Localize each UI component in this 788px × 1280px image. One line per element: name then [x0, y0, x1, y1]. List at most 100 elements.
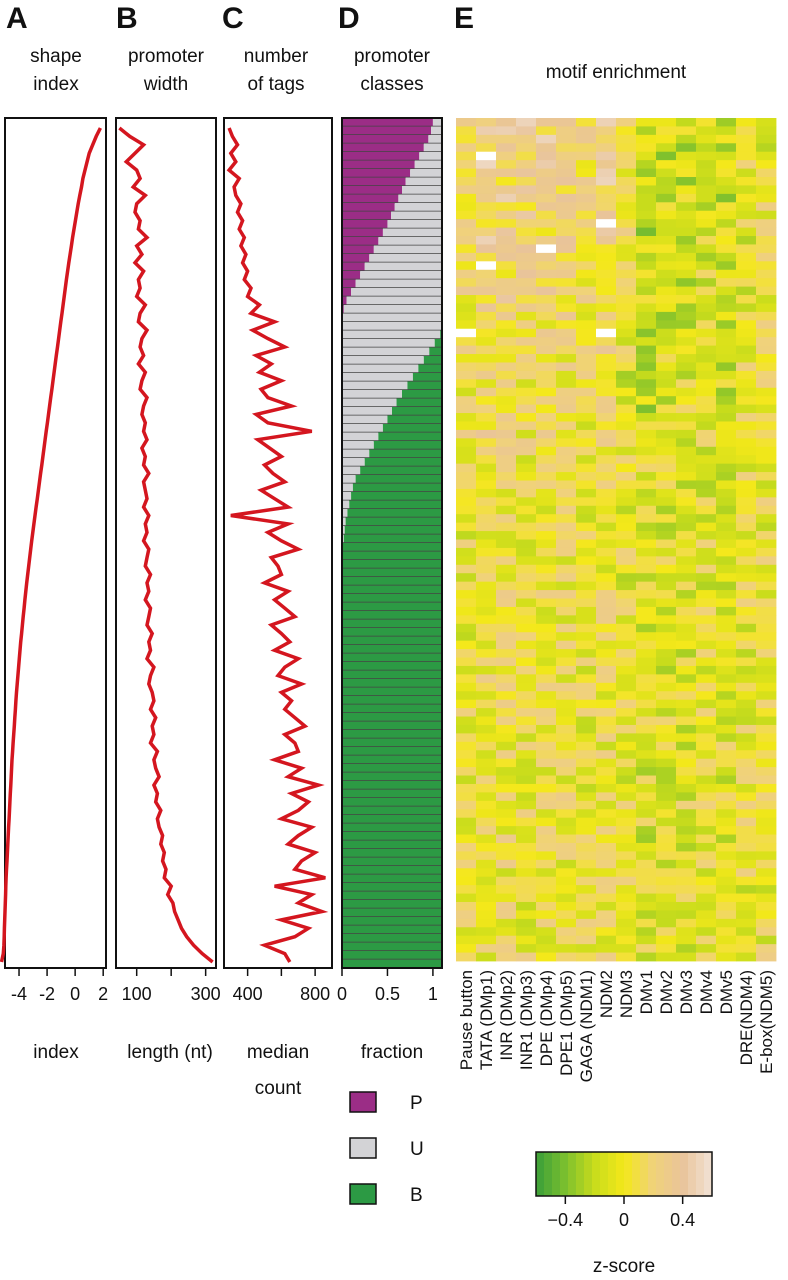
heatmap-cell: [516, 236, 537, 245]
heatmap-cell: [456, 480, 477, 490]
bar-segment-b: [342, 959, 442, 968]
heatmap-cell: [496, 345, 517, 355]
heatmap-cell: [456, 505, 477, 515]
heatmap-cell: [556, 573, 577, 583]
heatmap-cell: [556, 539, 577, 549]
bar-segment-b: [378, 432, 442, 441]
heatmap-cell: [456, 219, 477, 228]
heatmap-cell: [616, 295, 637, 304]
heatmap-cell: [716, 893, 737, 903]
heatmap-cell: [656, 556, 677, 566]
heatmap-cell: [516, 632, 537, 642]
heatmap-cell: [476, 885, 497, 894]
heatmap-cell: [556, 379, 577, 389]
heatmap-cell: [516, 261, 537, 271]
heatmap-cell: [756, 758, 777, 768]
heatmap-cell: [556, 227, 577, 237]
heatmap-cell: [476, 413, 497, 422]
heatmap-cell: [596, 682, 617, 692]
motif-column-label: GAGA (NDM1): [577, 970, 596, 1082]
heatmap-cell: [596, 387, 617, 397]
heatmap-cell: [756, 497, 777, 507]
heatmap-cell: [596, 354, 617, 363]
heatmap-cell: [496, 792, 517, 802]
bar-segment-b: [342, 874, 442, 883]
heatmap-cell: [516, 472, 537, 481]
heatmap-cell: [616, 522, 637, 532]
heatmap-cell: [456, 337, 477, 347]
bar-segment-u: [342, 500, 350, 509]
heatmap-cell: [616, 741, 637, 751]
heatmap-cell: [736, 699, 757, 709]
heatmap-cell: [676, 817, 697, 827]
colorbar-label: z-score: [593, 1256, 655, 1277]
heatmap-cell: [636, 429, 657, 439]
heatmap-cell: [656, 278, 677, 287]
colorbar-step: [656, 1152, 665, 1196]
heatmap-cell: [616, 632, 637, 642]
heatmap-cell: [636, 826, 657, 835]
heatmap-cell: [696, 716, 717, 726]
heatmap-cell: [636, 649, 657, 658]
heatmap-cell: [596, 303, 617, 313]
heatmap-cell: [536, 379, 557, 389]
heatmap-cell: [616, 682, 637, 692]
colorbar-step: [672, 1152, 681, 1196]
heatmap-cell: [656, 219, 677, 228]
heatmap-cell: [576, 227, 597, 237]
heatmap-cell: [556, 665, 577, 675]
heatmap-cell: [496, 657, 517, 667]
heatmap-cell: [736, 295, 757, 304]
heatmap-cell: [576, 556, 597, 566]
heatmap-cell: [716, 901, 737, 911]
heatmap-cell: [476, 328, 497, 338]
heatmap-cell: [656, 834, 677, 844]
heatmap-cell: [516, 547, 537, 557]
heatmap-cell: [556, 834, 577, 844]
heatmap-cell: [596, 286, 617, 296]
heatmap-cell: [736, 236, 757, 245]
heatmap-cell: [736, 522, 757, 532]
heatmap-cell: [496, 674, 517, 684]
heatmap-cell: [756, 775, 777, 785]
heatmap-cell: [716, 438, 737, 448]
heatmap-cell: [576, 539, 597, 549]
bar-segment-u: [342, 432, 379, 441]
heatmap-cell: [676, 539, 697, 549]
heatmap-cell: [596, 328, 617, 338]
heatmap-cell: [536, 859, 557, 869]
heatmap-cell: [616, 278, 637, 287]
heatmap-cell: [656, 699, 677, 709]
heatmap-cell: [476, 573, 497, 583]
heatmap-cell: [496, 573, 517, 583]
heatmap-cell: [716, 649, 737, 658]
heatmap-cell: [656, 901, 677, 911]
heatmap-cell: [696, 758, 717, 768]
heatmap-cell: [536, 522, 557, 532]
heatmap-cell: [636, 716, 657, 726]
heatmap-cell: [656, 615, 677, 625]
bar-segment-b: [402, 390, 442, 399]
bar-segment-u: [387, 220, 442, 229]
heatmap-cell: [496, 134, 517, 144]
bar-segment-b: [342, 577, 442, 586]
heatmap-cell: [756, 851, 777, 861]
heatmap-cell: [456, 699, 477, 709]
bar-segment-u: [402, 186, 442, 195]
heatmap-cell: [716, 598, 737, 608]
colorbar-step: [608, 1152, 617, 1196]
heatmap-cell: [656, 665, 677, 675]
heatmap-cell: [656, 370, 677, 380]
heatmap-cell: [596, 564, 617, 574]
heatmap-cell: [576, 413, 597, 422]
heatmap-cell: [516, 952, 537, 962]
heatmap-cell: [536, 387, 557, 397]
heatmap-cell: [676, 859, 697, 869]
heatmap-cell: [676, 244, 697, 254]
heatmap-cell: [676, 944, 697, 953]
bar-segment-p: [342, 288, 352, 297]
heatmap-cell: [456, 463, 477, 473]
heatmap-cell: [616, 581, 637, 591]
bar-segment-p: [342, 194, 399, 203]
heatmap-cell: [676, 767, 697, 776]
